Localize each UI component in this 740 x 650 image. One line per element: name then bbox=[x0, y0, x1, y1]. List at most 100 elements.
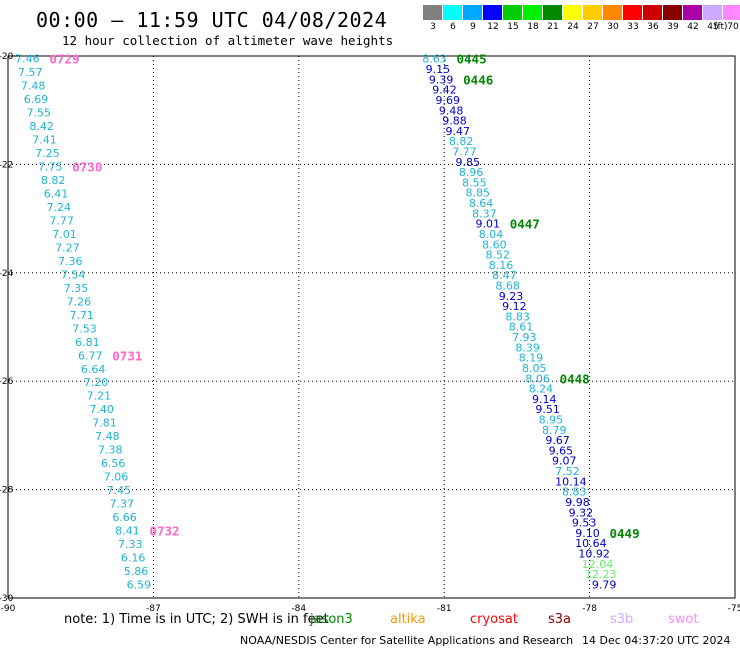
wave-height-value: 7.24 bbox=[47, 201, 72, 214]
wave-height-value: 8.60 bbox=[482, 238, 507, 251]
wave-height-value: 8.37 bbox=[472, 207, 497, 220]
colorbar-tick-label: 70 bbox=[727, 22, 739, 32]
wave-height-value: 7.36 bbox=[58, 255, 83, 268]
wave-height-value: 8.42 bbox=[29, 120, 54, 133]
wave-height-value: 6.41 bbox=[44, 188, 69, 201]
wave-height-value: 7.75 bbox=[38, 161, 63, 174]
wave-height-value: 7.26 bbox=[67, 295, 92, 308]
wave-height-value: 8.64 bbox=[469, 197, 494, 210]
wave-height-value: 8.79 bbox=[542, 424, 567, 437]
wave-height-value: 10.14 bbox=[555, 475, 587, 488]
colorbar-tick-label: 27 bbox=[587, 22, 599, 32]
colorbar-tick-label: 18 bbox=[527, 22, 539, 32]
wave-height-value: 9.10 bbox=[575, 527, 600, 540]
colorbar-cell bbox=[583, 5, 603, 20]
wave-height-value: 9.39 bbox=[429, 73, 454, 86]
wave-height-value: 8.63 bbox=[422, 53, 447, 66]
colorbar-tick-label: 9 bbox=[470, 22, 476, 32]
colorbar-cell bbox=[543, 5, 563, 20]
lon-tick-label: -84 bbox=[291, 604, 306, 614]
lon-tick-label: -75 bbox=[728, 604, 740, 614]
lon-tick-label: -90 bbox=[1, 604, 16, 614]
colorbar-labels: 3 6 9 12 15 18 21 24 27 30 33 36 39 42 45 70 bbox=[423, 22, 740, 32]
pass-time-label: 0445 bbox=[457, 52, 487, 67]
colorbar-tick-label: 15 bbox=[507, 22, 519, 32]
wave-height-value: 7.06 bbox=[104, 471, 129, 484]
wave-height-value: 7.01 bbox=[52, 228, 77, 241]
lat-tick-label: -26 bbox=[0, 377, 14, 387]
pass-time-label: 0447 bbox=[510, 217, 540, 232]
footer-note: note: 1) Time is in UTC; 2) SWH is in fe… bbox=[64, 612, 329, 627]
page-title: 00:00 — 11:59 UTC 04/08/2024 bbox=[36, 8, 388, 32]
colorbar-tick-label: 45 bbox=[707, 22, 719, 32]
wave-height-value: 9.98 bbox=[565, 496, 590, 509]
pass-time-label: 0449 bbox=[610, 526, 640, 541]
wave-height-value: 7.21 bbox=[87, 390, 112, 403]
colorbar-tick-label: 30 bbox=[607, 22, 619, 32]
wave-height-value: 6.56 bbox=[101, 457, 126, 470]
wave-height-value: 9.32 bbox=[569, 506, 594, 519]
wave-height-value: 8.52 bbox=[485, 249, 510, 262]
colorbar-tick-label: 36 bbox=[647, 22, 659, 32]
lat-tick-label: -22 bbox=[0, 160, 13, 170]
wave-height-value: 7.81 bbox=[92, 417, 117, 430]
colorbar-tick-label: 3 bbox=[430, 22, 436, 32]
wave-height-value: 12.23 bbox=[585, 568, 617, 581]
wave-height-value: 8.47 bbox=[492, 269, 517, 282]
wave-height-value: 7.45 bbox=[107, 484, 132, 497]
wave-height-value: 8.85 bbox=[465, 187, 490, 200]
wave-height-value: 7.48 bbox=[95, 430, 120, 443]
colorbar-cell bbox=[483, 5, 503, 20]
wave-height-value: 7.52 bbox=[555, 465, 580, 478]
wave-height-value: 6.81 bbox=[75, 336, 100, 349]
legend-item-cryosat: cryosat bbox=[470, 612, 518, 627]
pass-time-label: 0730 bbox=[72, 160, 102, 175]
wave-height-value: 8.04 bbox=[479, 228, 504, 241]
wave-height-value: 8.96 bbox=[459, 166, 484, 179]
colorbar-cell bbox=[563, 5, 583, 20]
wave-height-value: 7.38 bbox=[98, 444, 123, 457]
wave-height-value: 8.68 bbox=[495, 279, 520, 292]
wave-height-value: 7.35 bbox=[64, 282, 89, 295]
legend-item-altika: altika bbox=[390, 612, 426, 627]
colorbar-cell bbox=[523, 5, 543, 20]
wave-height-value: 12.04 bbox=[582, 558, 614, 571]
wave-height-value: 9.42 bbox=[432, 84, 457, 97]
wave-height-value: 6.59 bbox=[127, 578, 152, 591]
generated-timestamp: 14 Dec 04:37:20 UTC 2024 bbox=[582, 634, 731, 647]
lat-tick-label: -30 bbox=[0, 594, 14, 604]
pass-time-label: 0732 bbox=[149, 524, 179, 539]
lon-tick-label: -78 bbox=[582, 604, 597, 614]
colorbar-tick-label: 33 bbox=[627, 22, 639, 32]
colorbar-cell bbox=[703, 5, 723, 20]
lat-tick-label: -28 bbox=[0, 486, 14, 496]
colorbar-cell bbox=[423, 5, 443, 20]
wave-height-value: 7.55 bbox=[27, 107, 52, 120]
wave-height-value: 7.33 bbox=[118, 538, 143, 551]
pass-time-label: 0729 bbox=[49, 52, 79, 67]
colorbar-tick-label: 24 bbox=[567, 22, 579, 32]
wave-height-value: 7.41 bbox=[32, 134, 57, 147]
legend-item-swot: swot bbox=[668, 612, 699, 627]
colorbar-tick-label: 39 bbox=[667, 22, 679, 32]
wave-height-value: 9.67 bbox=[545, 434, 570, 447]
wave-height-value: 8.83 bbox=[505, 310, 530, 323]
wave-height-value: 8.95 bbox=[539, 414, 564, 427]
legend-item-jason3: jason3 bbox=[310, 612, 353, 627]
legend-item-s3a: s3a bbox=[548, 612, 572, 627]
wave-height-value: 9.88 bbox=[442, 115, 467, 128]
pass-time-label: 0446 bbox=[463, 72, 493, 87]
wave-height-value: 8.82 bbox=[41, 174, 66, 187]
wave-height-value: 10.64 bbox=[575, 537, 607, 550]
wave-height-value: 9.12 bbox=[502, 300, 527, 313]
wave-height-value: 6.69 bbox=[24, 93, 49, 106]
wave-height-value: 7.77 bbox=[452, 145, 477, 158]
credit-line: NOAA/NESDIS Center for Satellite Applica… bbox=[240, 634, 574, 647]
colorbar-cell bbox=[723, 5, 740, 20]
colorbar-cell bbox=[663, 5, 683, 20]
wave-height-value: 9.51 bbox=[535, 403, 560, 416]
wave-height-value: 9.14 bbox=[532, 393, 557, 406]
wave-height-value: 8.61 bbox=[509, 321, 534, 334]
wave-height-value: 6.66 bbox=[112, 511, 137, 524]
